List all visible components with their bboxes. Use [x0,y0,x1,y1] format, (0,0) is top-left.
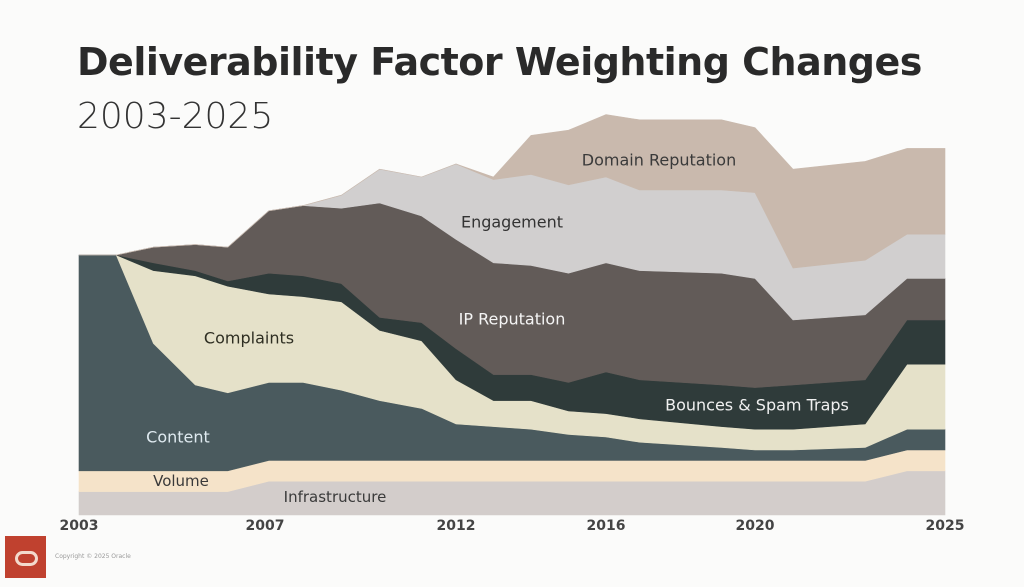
area-layers [78,114,946,516]
label-volume: Volume [153,472,209,490]
x-tick-2003: 2003 [59,518,99,534]
label-ip-reputation: IP Reputation [458,309,566,329]
x-tick-2025: 2025 [925,518,965,534]
oracle-logo [5,536,46,578]
label-engagement: Engagement [460,212,564,232]
label-bounces-spam-traps: Bounces & Spam Traps [665,395,849,415]
label-infrastructure: Infrastructure [283,488,387,506]
area-domain-reputation [79,114,946,269]
label-complaints: Complaints [203,328,295,348]
chart-title: Deliverability Factor Weighting Changes [77,40,922,84]
chart-subtitle: 2003-2025 [77,96,274,137]
x-tick-2007: 2007 [245,518,285,534]
oracle-ring-icon [15,551,38,566]
label-content: Content [146,427,210,447]
label-domain-reputation: Domain Reputation [581,150,737,170]
x-tick-2020: 2020 [735,518,775,534]
x-tick-2016: 2016 [586,518,626,534]
x-tick-2012: 2012 [436,518,476,534]
copyright-text: Copyright © 2025 Oracle [55,553,131,560]
